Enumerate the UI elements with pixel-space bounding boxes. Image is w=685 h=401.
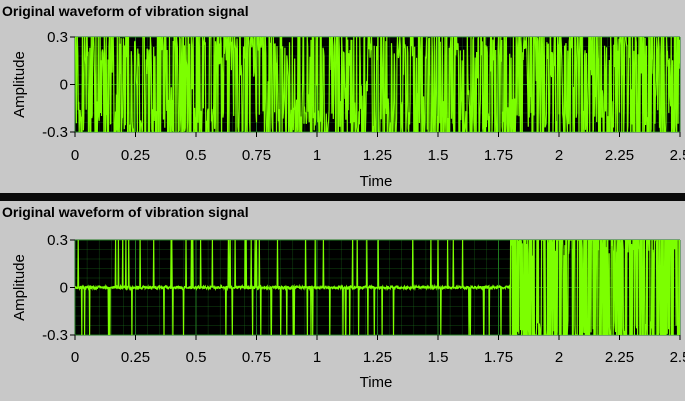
x-tick-label: 0.5 (186, 349, 207, 366)
x-tick-label: 1 (313, 349, 321, 366)
chart-panel-bottom: 00.250.50.7511.251.51.7522.252.50.30-0.3… (0, 201, 685, 401)
x-tick-label: 1.25 (363, 147, 392, 164)
x-tick-label: 0.5 (186, 147, 207, 164)
y-tick-label: -0.3 (42, 124, 68, 141)
x-tick-label: 1.75 (484, 147, 513, 164)
y-tick-label: -0.3 (42, 327, 68, 344)
x-tick-label: 0 (71, 349, 79, 366)
x-tick-label: 1.75 (484, 349, 513, 366)
x-tick-label: 2.5 (670, 147, 685, 164)
x-tick-label: 2 (555, 147, 563, 164)
x-tick-label: 1 (313, 147, 321, 164)
series-line (75, 240, 680, 335)
x-tick-label: 0 (71, 147, 79, 164)
y-tick-label: 0.3 (47, 232, 68, 249)
series-line (75, 37, 680, 132)
chart-title: Original waveform of vibration signal (2, 204, 249, 220)
y-tick-label: 0 (60, 280, 68, 297)
x-tick-label: 1.25 (363, 349, 392, 366)
x-tick-label: 2.25 (605, 349, 634, 366)
x-tick-label: 0.75 (242, 349, 271, 366)
y-axis-title: Amplitude (11, 254, 28, 321)
y-tick-label: 0.3 (47, 29, 68, 46)
x-tick-label: 0.25 (121, 147, 150, 164)
panel-divider (0, 193, 685, 201)
x-axis-title: Time (360, 173, 393, 190)
y-tick-label: 0 (60, 77, 68, 94)
chart-top: 00.250.50.7511.251.51.7522.252.50.30-0.3… (11, 29, 685, 190)
x-tick-label: 0.75 (242, 147, 271, 164)
chart-bottom: 00.250.50.7511.251.51.7522.252.50.30-0.3… (11, 232, 685, 391)
chart-title: Original waveform of vibration signal (2, 3, 249, 19)
y-axis-title: Amplitude (11, 51, 28, 118)
x-tick-label: 0.25 (121, 349, 150, 366)
x-tick-label: 1.5 (428, 349, 449, 366)
chart-panel-top: 00.250.50.7511.251.51.7522.252.50.30-0.3… (0, 0, 685, 193)
x-tick-label: 2.25 (605, 147, 634, 164)
x-tick-label: 2.5 (670, 349, 685, 366)
x-tick-label: 2 (555, 349, 563, 366)
x-axis-title: Time (360, 374, 393, 391)
x-tick-label: 1.5 (428, 147, 449, 164)
